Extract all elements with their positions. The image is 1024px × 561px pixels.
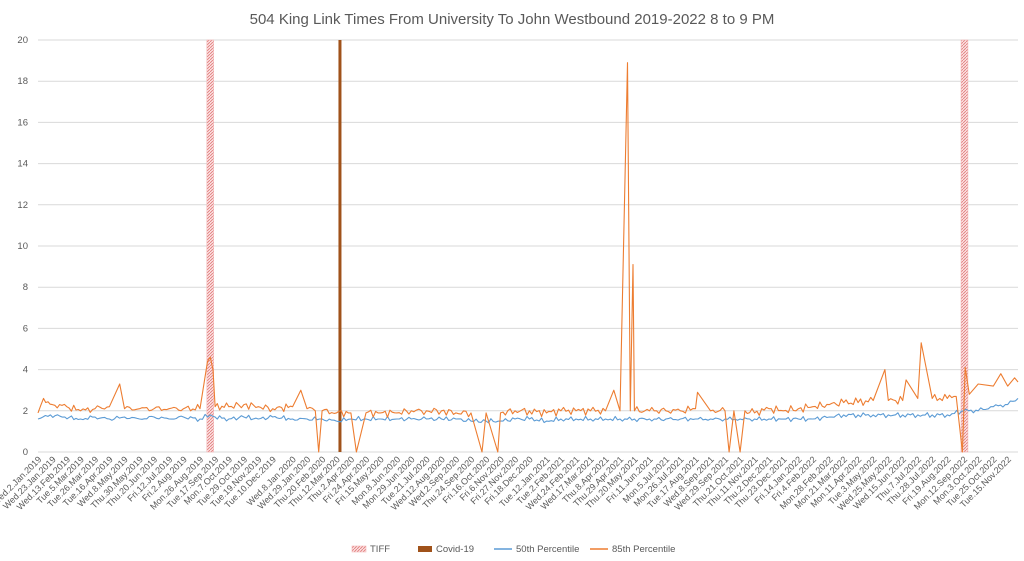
legend-label: 50th Percentile [516, 544, 579, 555]
series-line-85th-percentile [37, 62, 1019, 453]
tiff-bands [206, 39, 969, 453]
y-tick-label: 18 [17, 76, 28, 87]
legend-swatch [351, 545, 367, 553]
y-tick-label: 8 [23, 282, 28, 293]
y-tick-label: 4 [23, 365, 28, 376]
y-tick-label: 0 [23, 447, 28, 458]
legend: TIFF Covid-19 50th Percentile 85th Percenti… [351, 544, 675, 555]
legend-label: TIFF [370, 544, 390, 555]
legend-label: 85th Percentile [612, 544, 675, 555]
series-line-50th-percentile [37, 398, 1019, 424]
tiff-band [206, 39, 214, 453]
y-tick-label: 6 [23, 323, 28, 334]
grid [38, 39, 1018, 453]
y-tick-label: 16 [17, 117, 28, 128]
y-tick-label: 20 [17, 35, 28, 46]
series-lines [37, 62, 1019, 453]
legend-label: Covid-19 [436, 544, 474, 555]
y-axis-ticks: 0 2 4 6 8 10 12 14 16 18 20 [17, 35, 28, 458]
covid-marker [338, 40, 342, 452]
y-tick-label: 10 [17, 241, 28, 252]
y-tick-label: 2 [23, 406, 28, 417]
chart-title: 504 King Link Times From University To J… [250, 11, 775, 28]
legend-swatch [418, 546, 432, 552]
y-tick-label: 14 [17, 159, 28, 170]
x-axis-ticks: Wed.2.Jan.2019Wed.23.Jan.2019Wed.13.Feb.… [0, 454, 1013, 512]
tiff-band [960, 39, 969, 453]
covid-19-marker [338, 40, 342, 452]
y-tick-label: 12 [17, 200, 28, 211]
